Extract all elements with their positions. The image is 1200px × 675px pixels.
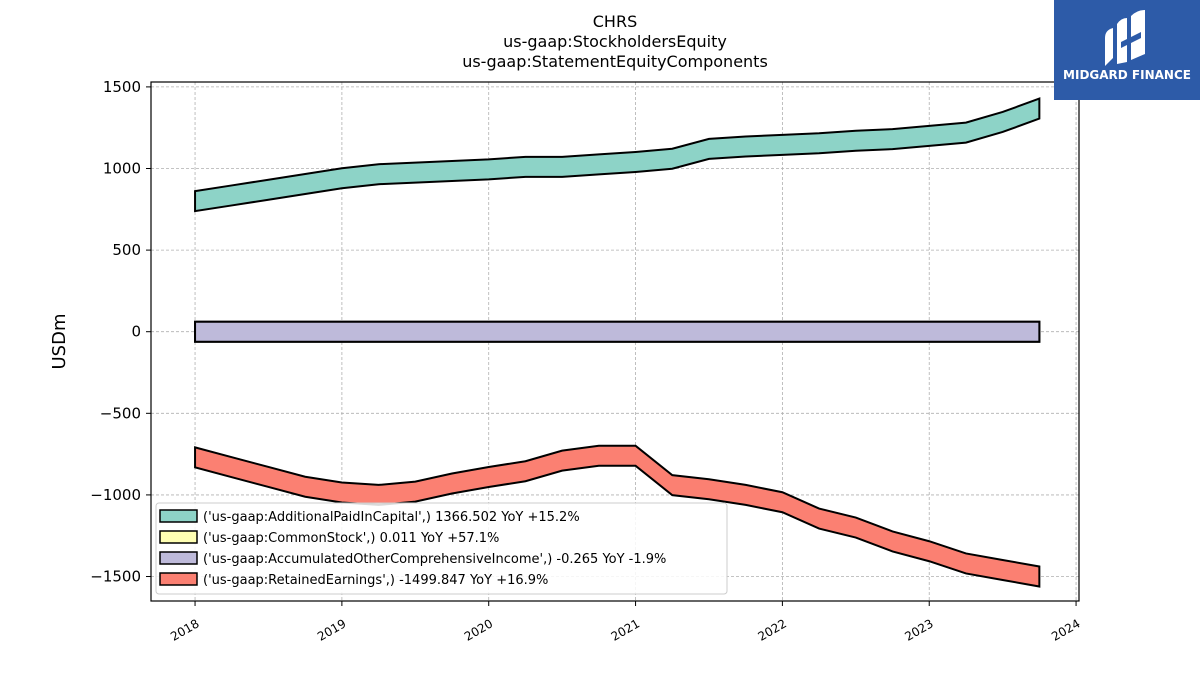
series-layer <box>194 97 1041 588</box>
x-tick-label: 2020 <box>462 616 495 643</box>
chart-title-line: us-gaap:StatementEquityComponents <box>462 52 768 71</box>
x-tick-label: 2022 <box>756 616 789 643</box>
y-tick-label: 1000 <box>103 160 141 178</box>
legend-swatch <box>159 530 198 544</box>
legend-label: ('us-gaap:AdditionalPaidInCapital',) 136… <box>203 510 580 525</box>
y-tick-label: 0 <box>131 323 141 341</box>
chart-title-line: CHRS <box>593 12 637 31</box>
x-tick-label: 2018 <box>168 616 201 643</box>
y-tick-label: −1000 <box>90 486 141 504</box>
legend-swatch <box>159 509 198 523</box>
chart-title: CHRSus-gaap:StockholdersEquityus-gaap:St… <box>462 12 768 71</box>
midgard-finance-logo: MIDGARD FINANCE <box>1054 0 1200 100</box>
legend-label: ('us-gaap:CommonStock',) 0.011 YoY +57.1… <box>203 531 499 546</box>
legend-swatch <box>159 551 198 565</box>
series-band <box>194 97 1041 213</box>
legend: ('us-gaap:AdditionalPaidInCapital',) 136… <box>155 502 728 595</box>
series-band <box>194 320 1041 343</box>
logo-mark-icon <box>1105 10 1145 66</box>
legend-swatch <box>159 572 198 586</box>
series-band <box>194 444 1041 588</box>
x-tick-label: 2024 <box>1049 616 1082 643</box>
y-tick-label: −1500 <box>90 568 141 586</box>
legend-box <box>155 502 728 595</box>
plot-frame <box>150 81 1080 602</box>
y-axis-label: USDm <box>49 314 70 370</box>
x-tick-label: 2019 <box>315 616 348 643</box>
logo-wordmark: MIDGARD FINANCE <box>1063 68 1191 82</box>
legend-label: ('us-gaap:RetainedEarnings',) -1499.847 … <box>203 573 548 588</box>
x-tick-label: 2021 <box>609 616 642 643</box>
y-tick-label: −500 <box>100 404 141 422</box>
y-tick-label: 500 <box>112 241 141 259</box>
chart-title-line: us-gaap:StockholdersEquity <box>503 32 727 51</box>
legend-label: ('us-gaap:AccumulatedOtherComprehensiveI… <box>203 552 666 567</box>
x-tick-label: 2023 <box>902 616 935 643</box>
y-tick-label: 1500 <box>103 78 141 96</box>
